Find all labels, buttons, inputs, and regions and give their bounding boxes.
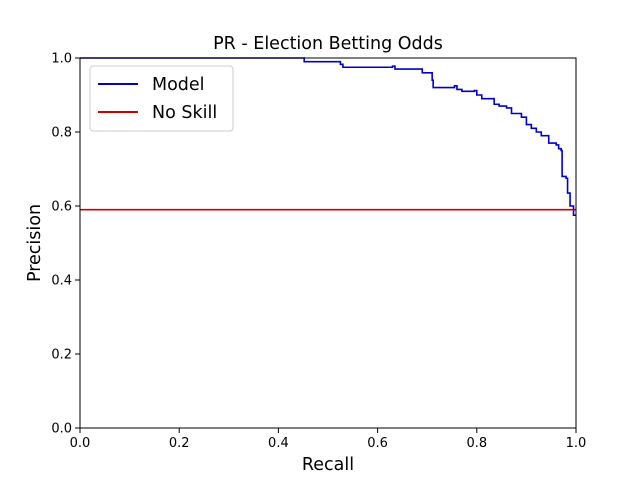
y-tick-label: 0.8	[51, 126, 72, 141]
plot-area	[80, 57, 576, 217]
y-axis-ticks: 0.0 0.2 0.4 0.6 0.8 1.0	[51, 52, 80, 437]
legend-box	[89, 65, 234, 132]
x-tick-label: 0.4	[268, 436, 289, 451]
legend-label-model: Model	[152, 75, 205, 95]
y-tick-label: 0.0	[51, 422, 72, 437]
chart-title: PR - Election Betting Odds	[213, 34, 443, 54]
x-tick-label: 0.6	[367, 436, 388, 451]
x-axis-ticks: 0.0 0.2 0.4 0.6 0.8 1.0	[70, 428, 587, 451]
plot-frame	[79, 57, 577, 429]
x-tick-label: 0.0	[70, 436, 91, 451]
y-tick-label: 1.0	[51, 52, 72, 67]
y-tick-label: 0.4	[51, 274, 72, 289]
y-tick-label: 0.6	[51, 200, 72, 215]
x-tick-label: 0.8	[466, 436, 487, 451]
y-axis-label: Precision	[25, 204, 45, 282]
x-tick-label: 1.0	[566, 436, 587, 451]
x-tick-label: 0.2	[169, 436, 190, 451]
x-axis-label: Recall	[302, 455, 354, 475]
series-layer	[80, 57, 576, 217]
legend: Model No Skill	[89, 65, 234, 132]
legend-label-no-skill: No Skill	[152, 103, 217, 123]
y-tick-label: 0.2	[51, 348, 72, 363]
series-line-model	[80, 57, 576, 217]
